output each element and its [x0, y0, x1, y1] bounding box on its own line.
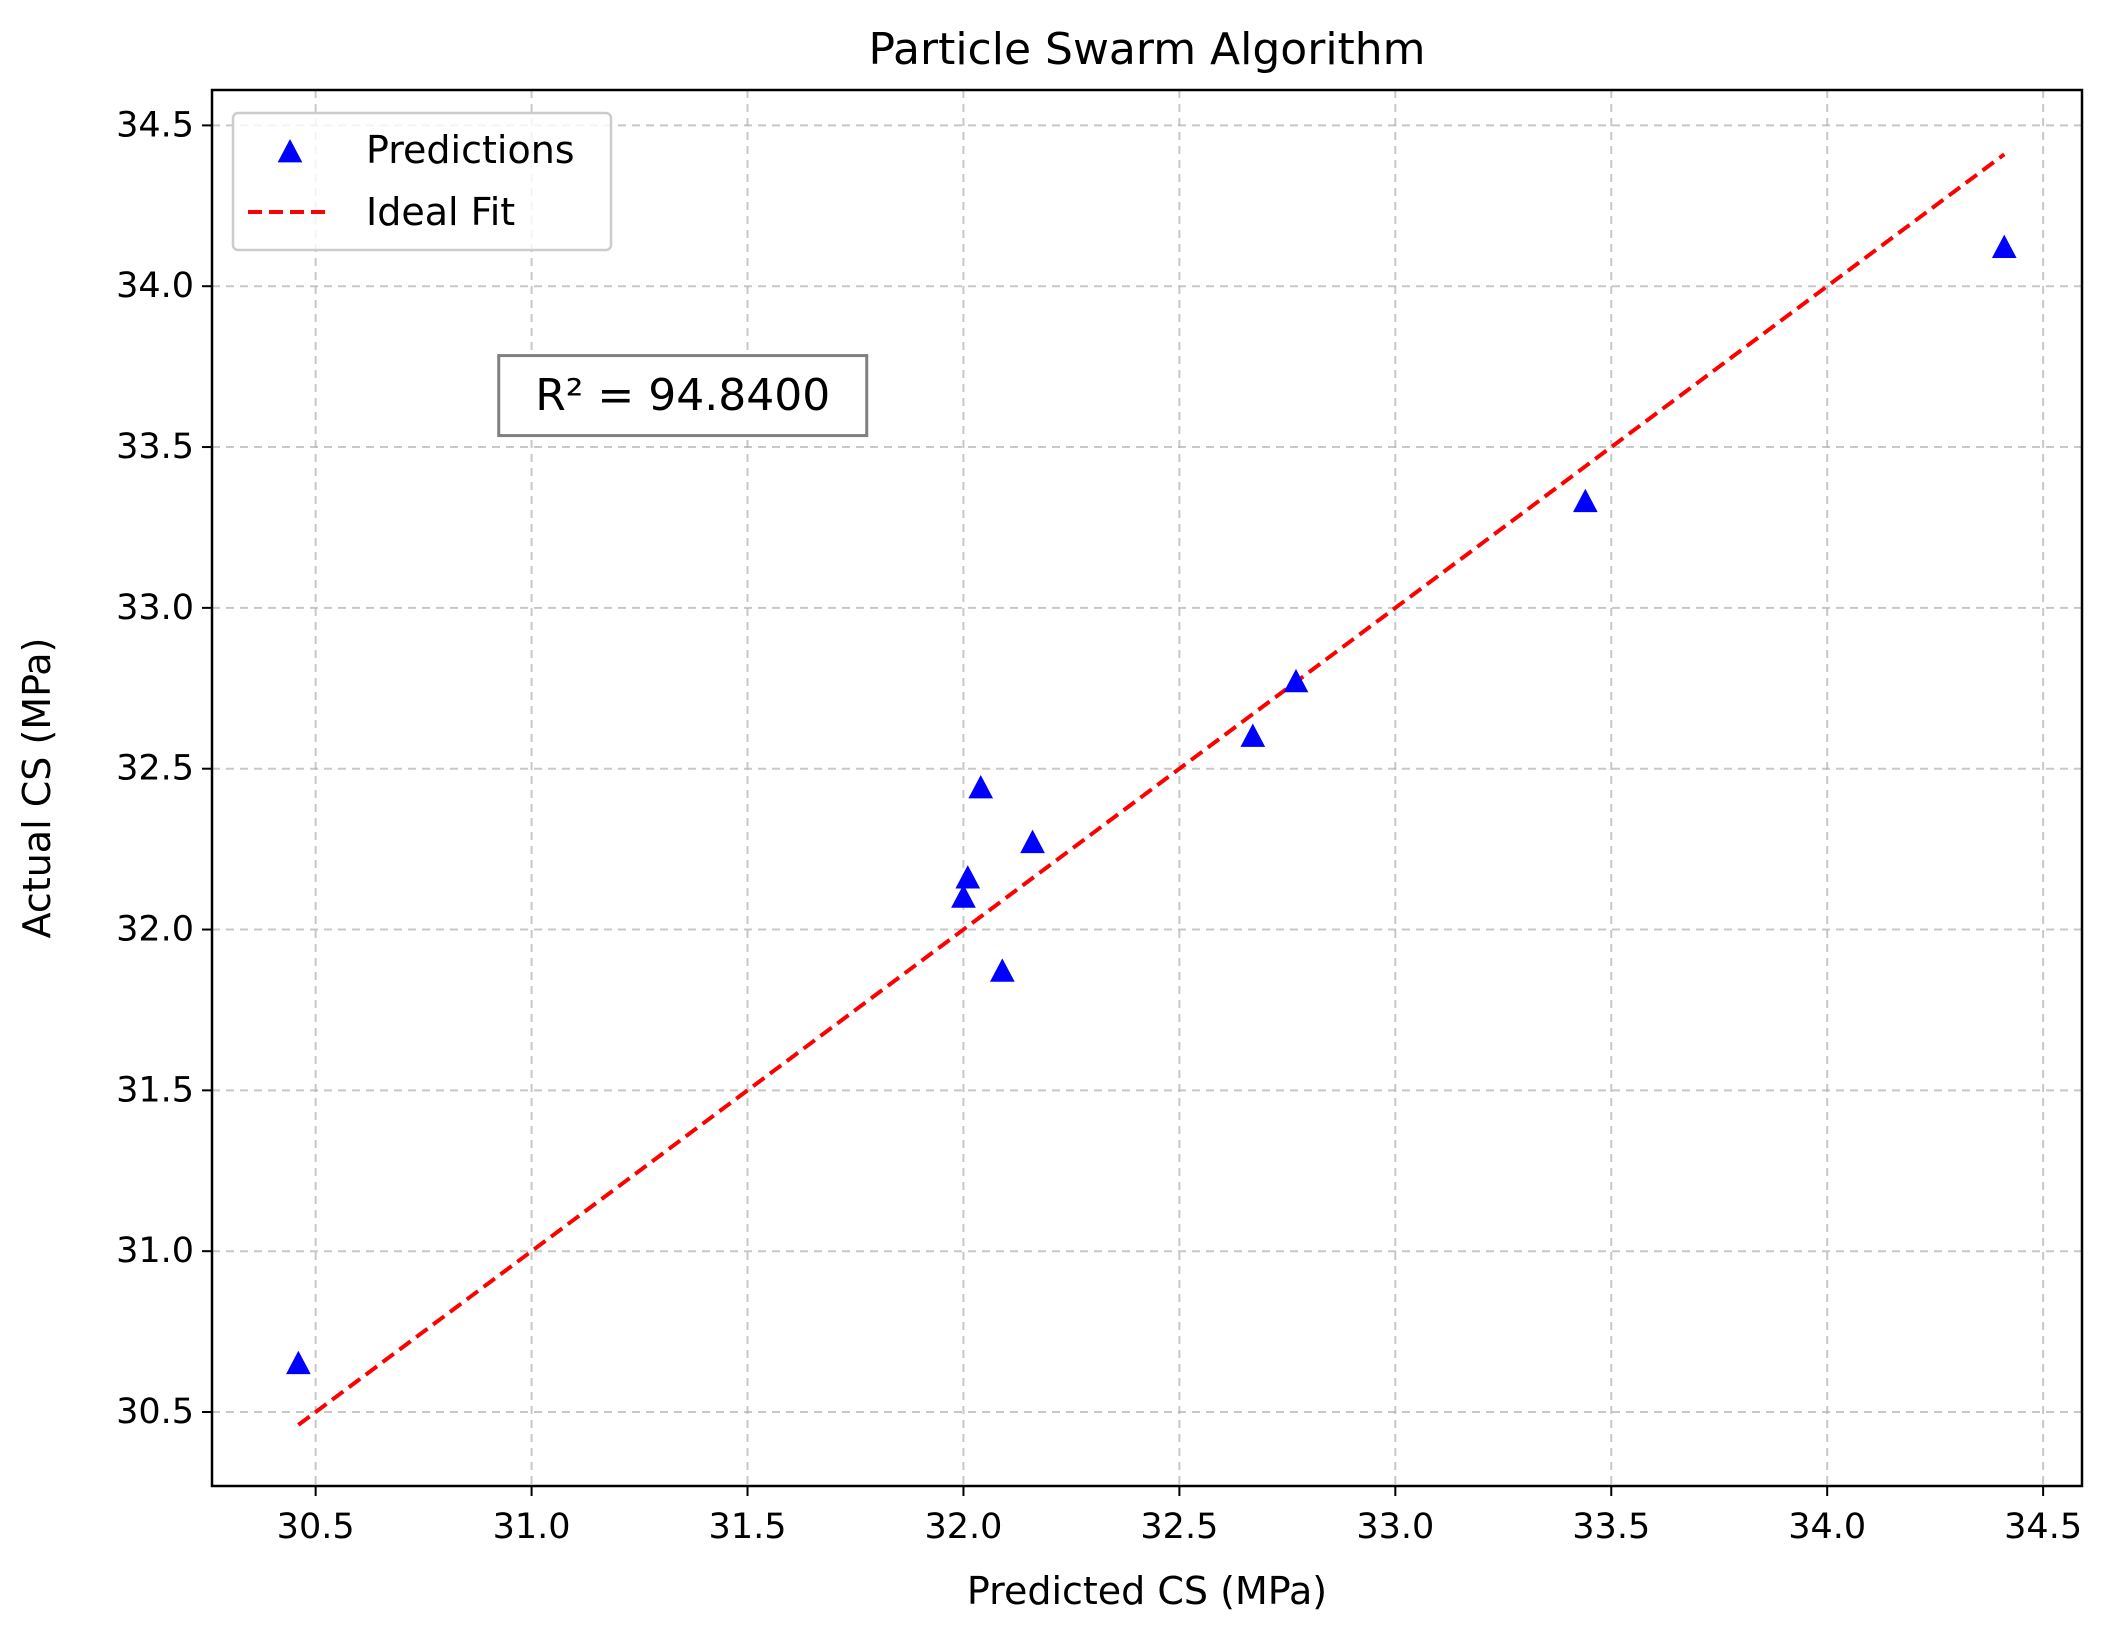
- y-tick-label: 33.5: [116, 427, 194, 467]
- prediction-point: [955, 865, 981, 889]
- ideal-fit-layer: [297, 152, 2006, 1427]
- legend-label-ideal-fit: Ideal Fit: [366, 190, 515, 234]
- legend-label-predictions: Predictions: [366, 128, 575, 172]
- plot-frame: [210, 88, 2084, 1488]
- y-tick-label: 34.5: [116, 105, 194, 145]
- prediction-point: [951, 884, 976, 908]
- predictions-layer: [286, 234, 2017, 1375]
- prediction-point: [1283, 668, 1309, 693]
- prediction-point: [1240, 723, 1266, 747]
- y-tick-label: 31.0: [116, 1231, 194, 1271]
- prediction-point: [286, 1350, 311, 1375]
- x-tick-label: 34.5: [2004, 1507, 2082, 1547]
- prediction-point: [1991, 234, 2017, 259]
- x-tick-label: 34.0: [1788, 1507, 1866, 1547]
- legend-marker-predictions: [277, 139, 303, 163]
- x-tick-label: 31.0: [493, 1507, 571, 1547]
- x-tick-label: 32.0: [924, 1507, 1002, 1547]
- x-tick-label: 30.5: [277, 1507, 355, 1547]
- x-tick-label: 33.5: [1572, 1507, 1650, 1547]
- grid: [212, 90, 2082, 1486]
- legend: Predictions Ideal Fit: [231, 111, 613, 252]
- y-tick-label: 33.0: [116, 588, 194, 628]
- y-tick-label: 31.5: [116, 1070, 194, 1110]
- annotation-text: R² = 94.8400: [535, 370, 830, 421]
- legend-box: [231, 111, 613, 252]
- prediction-point: [1572, 488, 1598, 513]
- prediction-point: [989, 958, 1015, 982]
- axis-ticks: 30.5 31.0 31.5 32.0 32.5 33.0 33.5 34.0 34.5 30.5…: [116, 105, 2082, 1547]
- y-tick-label: 30.5: [116, 1392, 194, 1432]
- x-tick-label: 33.0: [1356, 1507, 1434, 1547]
- prediction-point: [1020, 829, 1045, 854]
- x-axis-label: Predicted CS (MPa): [967, 1569, 1327, 1613]
- y-tick-label: 34.0: [116, 266, 194, 306]
- x-tick-label: 31.5: [709, 1507, 787, 1547]
- r-squared-annotation: R² = 94.8400: [497, 354, 869, 438]
- annotation-box: [497, 354, 869, 438]
- y-tick-label: 32.0: [116, 910, 194, 950]
- y-axis-label: Actual CS (MPa): [15, 638, 59, 939]
- y-tick-label: 32.5: [116, 749, 194, 789]
- chart-title: Particle Swarm Algorithm: [868, 24, 1425, 75]
- prediction-point: [968, 775, 994, 799]
- x-tick-label: 32.5: [1140, 1507, 1218, 1547]
- ideal-fit-line: [297, 152, 2006, 1427]
